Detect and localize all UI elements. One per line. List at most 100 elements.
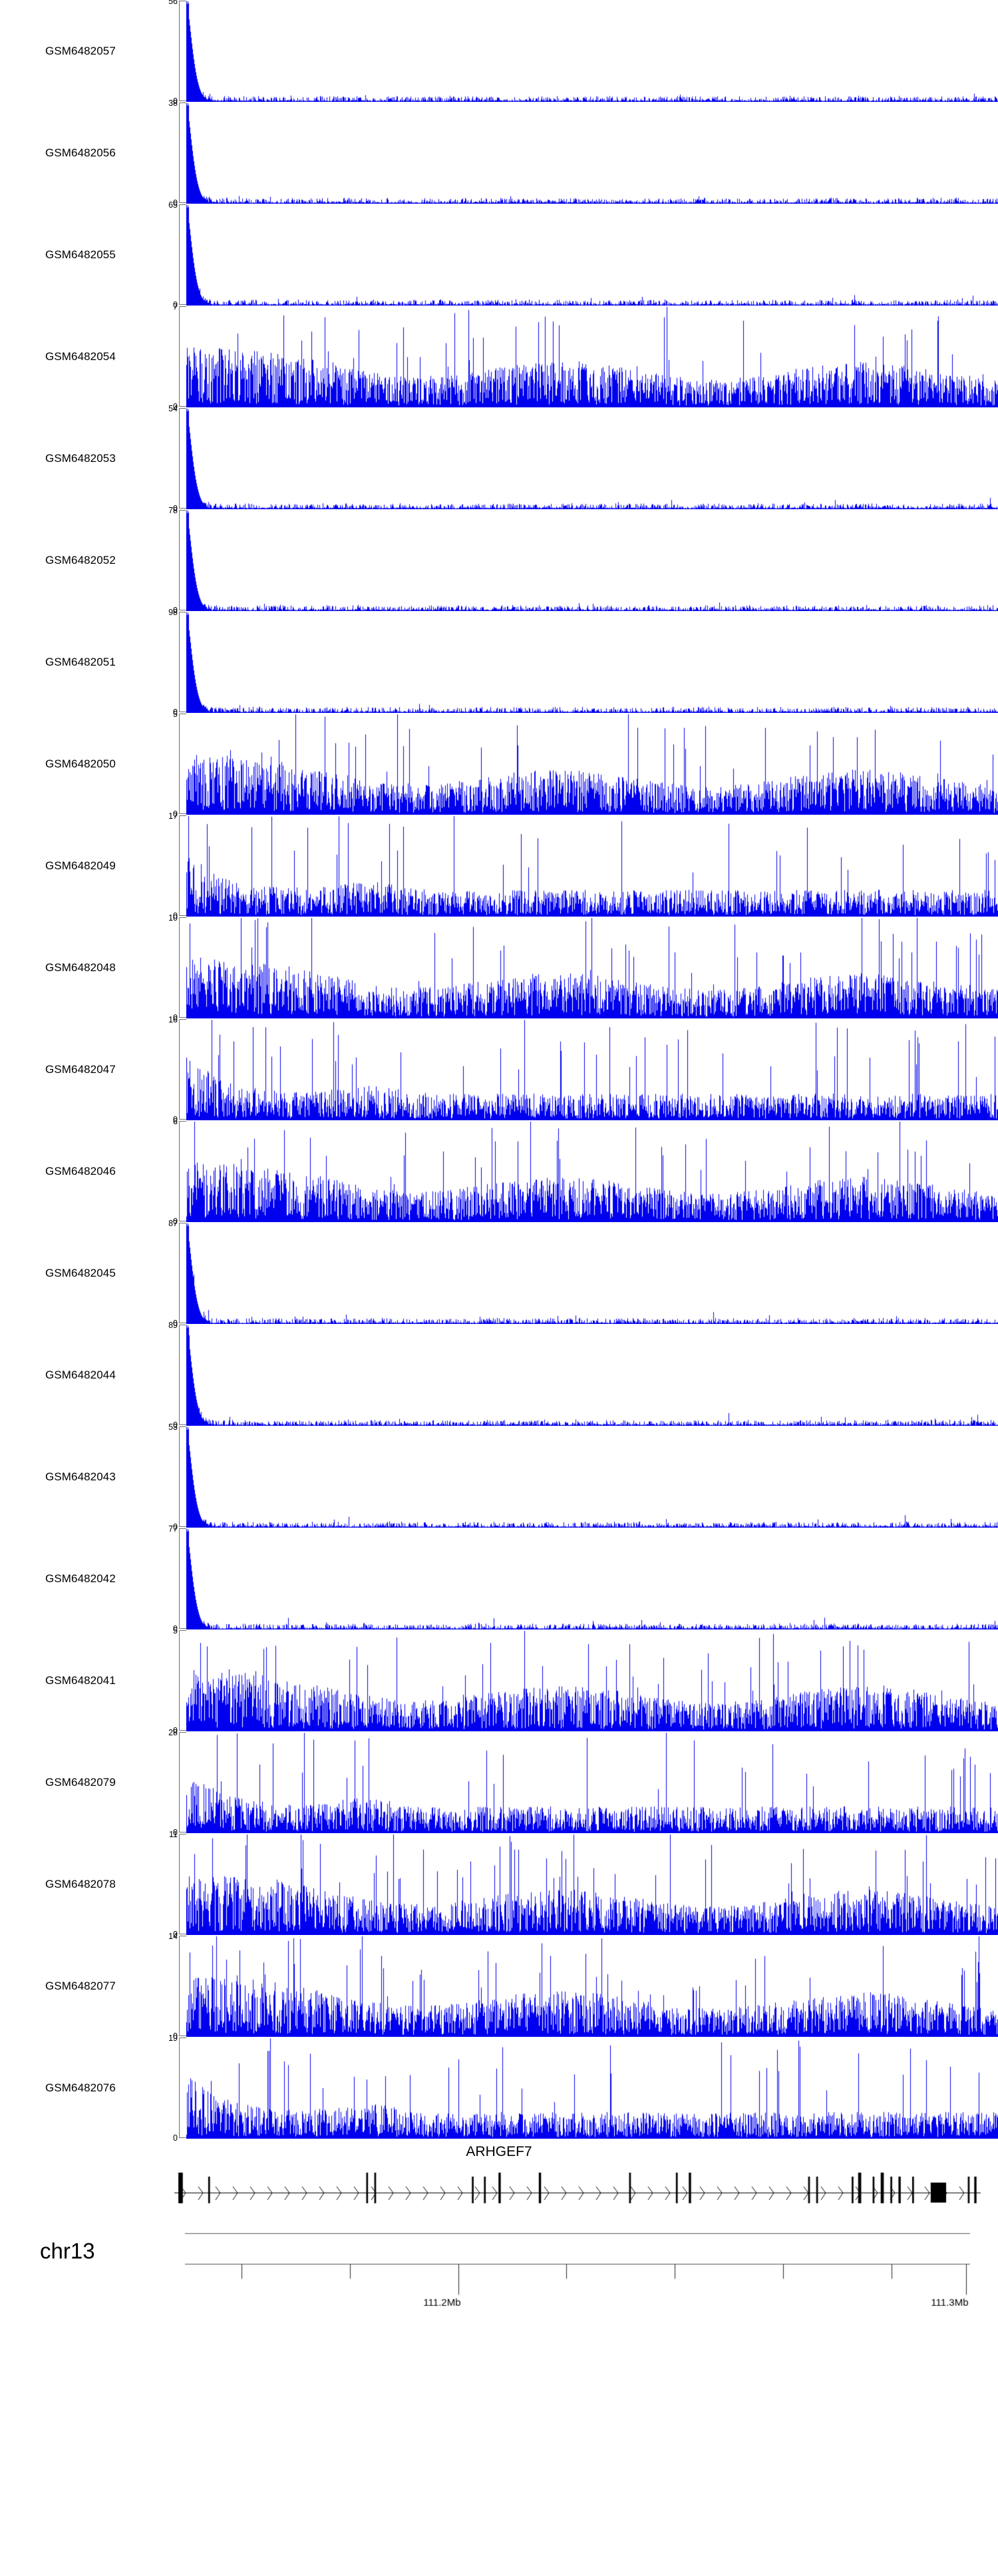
coverage-plot[interactable]: [186, 306, 998, 407]
coverage-track[interactable]: GSM6482051 98 0: [0, 608, 998, 716]
coverage-track[interactable]: GSM6482056 38 0: [0, 99, 998, 207]
coverage-canvas: [186, 509, 998, 611]
coverage-plot[interactable]: [186, 0, 998, 102]
track-label-cell: GSM6482049: [0, 815, 172, 917]
axis-min-value: 0: [173, 605, 178, 615]
axis-bracket: [179, 1834, 186, 1934]
coverage-plot[interactable]: [186, 917, 998, 1018]
axis-min-value: 0: [173, 1114, 178, 1124]
coverage-track[interactable]: GSM6482044 89 0: [0, 1321, 998, 1429]
axis-min-value: 0: [173, 96, 178, 106]
coverage-plot[interactable]: [186, 1018, 998, 1120]
axis-max-value: 5: [173, 710, 178, 719]
coverage-plot[interactable]: [186, 102, 998, 204]
track-y-axis: 98 0: [168, 608, 186, 716]
axis-min-value: 0: [173, 198, 178, 208]
axis-bracket: [179, 2038, 186, 2138]
track-label: GSM6482054: [45, 349, 116, 363]
track-y-axis: 38 0: [168, 99, 186, 207]
coverage-track[interactable]: GSM6482054 7 0: [0, 302, 998, 411]
coverage-track[interactable]: GSM6482048 10 0: [0, 914, 998, 1022]
axis-min-value: 0: [173, 707, 178, 717]
axis-min-value: 0: [173, 1623, 178, 1633]
axis-max-value: 19: [168, 2034, 178, 2043]
coverage-track[interactable]: GSM6482042 77 0: [0, 1525, 998, 1633]
coverage-plot[interactable]: [186, 1324, 998, 1426]
axis-max-value: 11: [169, 1830, 178, 1839]
coverage-canvas: [186, 1629, 998, 1731]
axis-bracket: [179, 815, 186, 916]
track-label-cell: GSM6482043: [0, 1426, 172, 1528]
coverage-track[interactable]: GSM6482047 16 0: [0, 1016, 998, 1124]
track-label: GSM6482041: [45, 1673, 116, 1687]
coverage-track[interactable]: GSM6482053 54 0: [0, 405, 998, 513]
axis-max-value: 17: [168, 811, 178, 821]
gene-annotation-track[interactable]: ARHGEF7: [0, 2139, 998, 2219]
coverage-track[interactable]: GSM6482057 56 0: [0, 0, 998, 105]
coverage-track[interactable]: GSM6482049 17 0: [0, 812, 998, 920]
coverage-track[interactable]: GSM6482079 28 0: [0, 1729, 998, 1836]
track-label: GSM6482077: [45, 1979, 116, 1992]
axis-max-value: 65: [168, 200, 178, 210]
track-y-axis: 17 0: [168, 812, 186, 920]
axis-min-value: 0: [173, 1318, 178, 1328]
track-label-cell: GSM6482046: [0, 1120, 172, 1222]
axis-bracket: [179, 1426, 186, 1527]
coverage-track[interactable]: GSM6482043 53 0: [0, 1423, 998, 1531]
coverage-plot[interactable]: [186, 1731, 998, 1833]
track-label-cell: GSM6482044: [0, 1324, 172, 1426]
axis-min-value: 0: [173, 1929, 178, 1939]
track-label: GSM6482057: [45, 44, 116, 57]
coverage-track[interactable]: GSM6482076 19 0: [0, 2034, 998, 2142]
track-y-axis: 56 0: [168, 0, 186, 105]
track-label: GSM6482053: [45, 451, 116, 465]
axis-max-value: 89: [168, 1321, 178, 1330]
coverage-plot[interactable]: [186, 1426, 998, 1528]
track-label: GSM6482044: [45, 1368, 116, 1381]
axis-max-value: 6: [173, 1117, 178, 1126]
axis-min-value: 0: [173, 300, 178, 310]
genomic-coordinate-axis[interactable]: [185, 2229, 970, 2342]
coverage-plot[interactable]: [186, 407, 998, 509]
coverage-plot[interactable]: [186, 509, 998, 611]
coverage-track[interactable]: GSM6482078 11 0: [0, 1830, 998, 1938]
track-label: GSM6482043: [45, 1470, 116, 1483]
coverage-track[interactable]: GSM6482046 6 0: [0, 1117, 998, 1225]
coverage-plot[interactable]: [186, 1935, 998, 2037]
track-y-axis: 28 0: [168, 1729, 186, 1836]
coverage-canvas: [186, 1528, 998, 1629]
coverage-track[interactable]: GSM6482050 5 0: [0, 710, 998, 818]
coverage-plot[interactable]: [186, 1833, 998, 1935]
gene-name-label: ARHGEF7: [466, 2144, 532, 2159]
track-label: GSM6482042: [45, 1572, 116, 1585]
gene-model-graphic[interactable]: [172, 2165, 983, 2209]
chromosome-label: chr13: [40, 2239, 95, 2263]
axis-max-value: 7: [173, 302, 178, 312]
coverage-track[interactable]: GSM6482052 78 0: [0, 506, 998, 614]
coverage-plot[interactable]: [186, 1222, 998, 1324]
axis-bracket: [179, 510, 186, 610]
coverage-track[interactable]: GSM6482055 65 0: [0, 200, 998, 309]
axis-min-value: 0: [173, 503, 178, 513]
coverage-plot[interactable]: [186, 1629, 998, 1731]
coverage-plot[interactable]: [186, 815, 998, 917]
coverage-plot[interactable]: [186, 2037, 998, 2139]
axis-min-value: 0: [173, 1216, 178, 1226]
coverage-track[interactable]: GSM6482045 87 0: [0, 1219, 998, 1327]
coverage-canvas: [186, 815, 998, 917]
axis-min-value: 0: [173, 809, 178, 819]
coverage-plot[interactable]: [186, 713, 998, 815]
coverage-plot[interactable]: [186, 1120, 998, 1222]
coverage-track[interactable]: GSM6482077 14 0: [0, 1932, 998, 2040]
coverage-canvas: [186, 1018, 998, 1120]
coverage-plot[interactable]: [186, 611, 998, 713]
axis-max-value: 78: [168, 506, 178, 515]
axis-bracket: [179, 1528, 186, 1629]
track-y-axis: 19 0: [168, 2034, 186, 2142]
axis-min-value: 0: [173, 1522, 178, 1532]
track-label-cell: GSM6482047: [0, 1018, 172, 1120]
coverage-plot[interactable]: [186, 204, 998, 306]
coverage-track[interactable]: GSM6482041 5 0: [0, 1627, 998, 1735]
coverage-plot[interactable]: [186, 1528, 998, 1629]
